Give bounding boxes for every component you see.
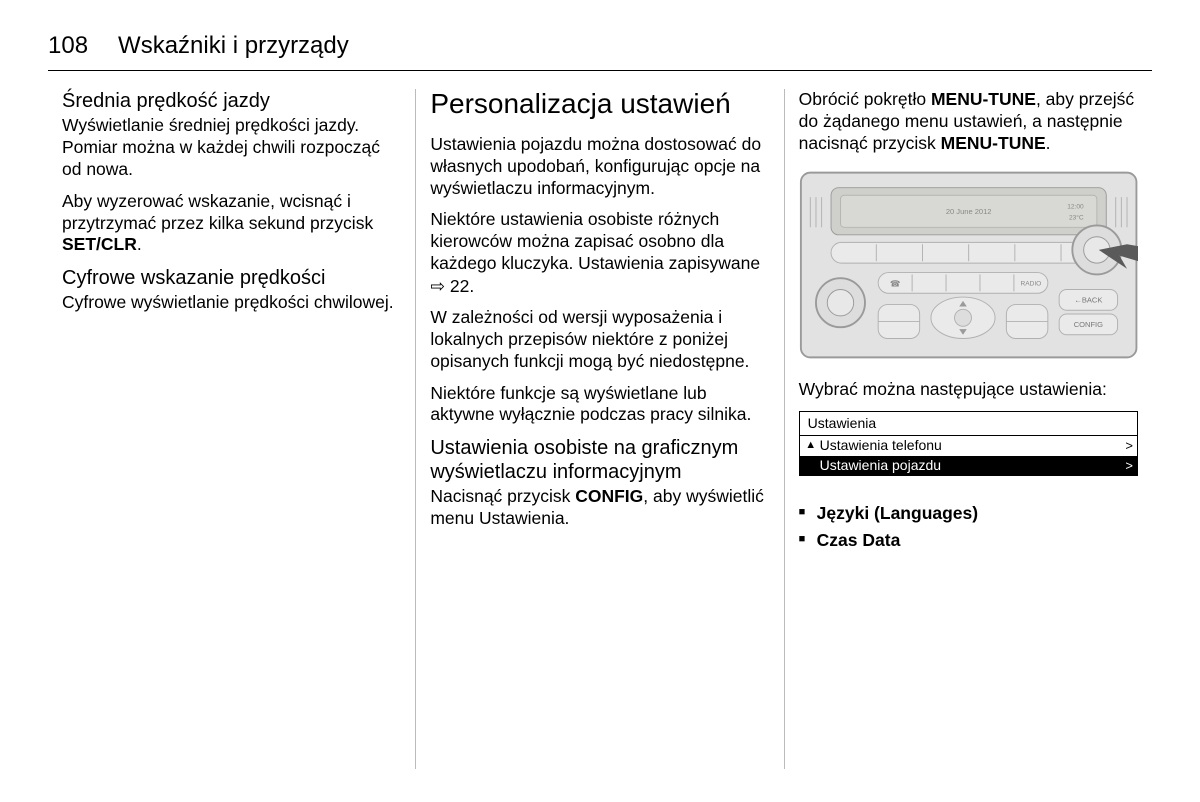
- scroll-up-icon: ▲: [804, 438, 818, 453]
- para-pers-3: W zależności od wersji wyposażenia i lok…: [430, 307, 769, 373]
- para-pers-5: Nacisnąć przycisk CONFIG, aby wyświetlić…: [430, 486, 769, 530]
- para-mt-a: Obrócić pokrętło: [799, 89, 931, 109]
- column-2: Personalizacja ustawień Ustawienia pojaz…: [415, 89, 783, 769]
- settings-menu-row-2-label: Ustawienia pojazdu: [818, 456, 1119, 476]
- radio-display-temp: 23°C: [1069, 213, 1084, 221]
- heading-digital-speed: Cyfrowe wskazanie prędkości: [62, 266, 401, 290]
- para-digital-speed: Cyfrowe wyświetlanie prędkości chwilowej…: [62, 292, 401, 314]
- para-avg-speed-2-end: .: [137, 234, 142, 254]
- radio-illustration: 20 June 2012 12:00 23°C: [799, 165, 1138, 365]
- para-mt-e: .: [1046, 133, 1051, 153]
- para-pers-4: Niektóre funkcje są wyświetlane lub akty…: [430, 383, 769, 427]
- column-3: Obrócić pokrętło MENU-TUNE, aby przejść …: [784, 89, 1152, 769]
- bullet-1: Czas Data: [817, 530, 901, 550]
- para-avg-speed-2: Aby wyzerować wskazanie, wcisnąć i przyt…: [62, 191, 401, 257]
- phone-icon: ☎: [890, 278, 901, 288]
- menu-tune-label-1: MENU-TUNE: [931, 89, 1036, 109]
- settings-menu-row-1-label: Ustawienia telefonu: [818, 436, 1119, 456]
- radio-svg: 20 June 2012 12:00 23°C: [799, 165, 1138, 365]
- radio-display-time: 12:00: [1067, 203, 1084, 210]
- list-item: Czas Data: [799, 527, 1138, 553]
- config-label: CONFIG: [575, 486, 643, 506]
- page-number: 108: [48, 32, 88, 60]
- para-select-following: Wybrać można następujące ustawienia:: [799, 379, 1138, 401]
- menu-tune-label-2: MENU-TUNE: [941, 133, 1046, 153]
- bullet-0: Języki (Languages): [817, 503, 978, 523]
- set-clr-label: SET/CLR: [62, 234, 137, 254]
- list-item: Języki (Languages): [799, 500, 1138, 526]
- para-avg-speed-2-text: Aby wyzerować wskazanie, wcisnąć i przyt…: [62, 191, 373, 233]
- para-pers-1: Ustawienia pojazdu można dostosować do w…: [430, 134, 769, 200]
- para-pers-2-text: Niektóre ustawienia osobiste różnych kie…: [430, 209, 760, 273]
- heading-avg-speed: Średnia prędkość jazdy: [62, 89, 401, 113]
- settings-bullet-list: Języki (Languages) Czas Data: [799, 500, 1138, 553]
- para-avg-speed-1: Wyświetlanie średniej prędkości jazdy. P…: [62, 115, 401, 181]
- settings-menu-box: Ustawienia ▲ Ustawienia telefonu > Ustaw…: [799, 411, 1138, 477]
- chevron-right-icon: >: [1119, 439, 1133, 452]
- chapter-title: Wskaźniki i przyrządy: [118, 32, 349, 60]
- cross-ref-arrow: ⇨ 22.: [430, 276, 474, 298]
- radio-back-label: ←BACK: [1074, 295, 1102, 304]
- column-1: Średnia prędkość jazdy Wyświetlanie śred…: [48, 89, 415, 769]
- heading-personalization: Personalizacja ustawień: [430, 89, 769, 120]
- page: 108 Wskaźniki i przyrządy Średnia prędko…: [0, 0, 1200, 802]
- settings-menu-row-2: Ustawienia pojazdu >: [800, 456, 1137, 476]
- settings-menu-title: Ustawienia: [800, 412, 1137, 437]
- radio-nav-ok: [954, 309, 971, 326]
- radio-display-date: 20 June 2012: [945, 207, 991, 216]
- heading-personal-settings: Ustawienia osobiste na graficznym wyświe…: [430, 436, 769, 484]
- para-pers-5-a: Nacisnąć przycisk: [430, 486, 575, 506]
- para-pers-2: Niektóre ustawienia osobiste różnych kie…: [430, 209, 769, 297]
- radio-left-knob-inner: [827, 289, 853, 315]
- chevron-right-icon: >: [1119, 459, 1133, 472]
- page-header: 108 Wskaźniki i przyrządy: [48, 32, 1152, 71]
- radio-radio-label: RADIO: [1020, 280, 1041, 287]
- radio-config-label: CONFIG: [1073, 320, 1102, 329]
- settings-menu-row-1: ▲ Ustawienia telefonu >: [800, 436, 1137, 456]
- para-menu-tune: Obrócić pokrętło MENU-TUNE, aby przejść …: [799, 89, 1138, 155]
- columns: Średnia prędkość jazdy Wyświetlanie śred…: [48, 89, 1152, 769]
